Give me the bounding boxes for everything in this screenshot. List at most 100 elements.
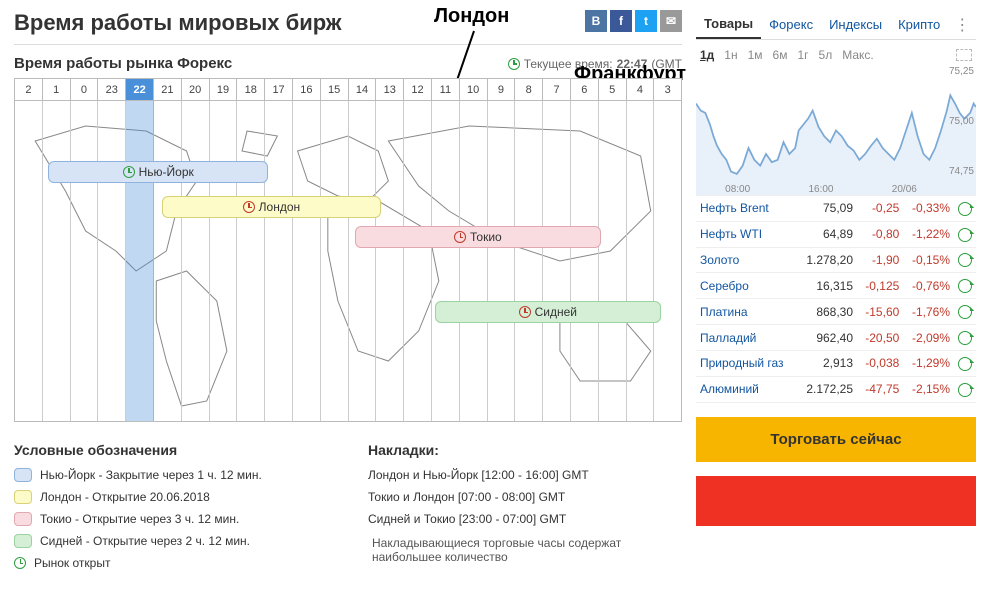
market-row[interactable]: Палладий962,40-20,50-2,09% (696, 325, 976, 351)
overlay-item: Сидней и Токио [23:00 - 07:00] GMT (368, 512, 682, 526)
tab-Крипто[interactable]: Крипто (890, 11, 948, 38)
hour-cell[interactable]: 1 (43, 79, 71, 100)
overlays-note: Накладывающиеся торговые часы содержат н… (368, 536, 682, 564)
refresh-icon (958, 228, 972, 242)
hour-cell[interactable]: 19 (210, 79, 238, 100)
hour-cell[interactable]: 16 (293, 79, 321, 100)
clock-icon (123, 166, 135, 178)
market-row[interactable]: Золото1.278,20-1,90-0,15% (696, 247, 976, 273)
overlays: Накладки: Лондон и Нью-Йорк [12:00 - 16:… (368, 442, 682, 578)
market-row[interactable]: Природный газ2,913-0,038-1,29% (696, 350, 976, 376)
overlay-item: Токио и Лондон [07:00 - 08:00] GMT (368, 490, 682, 504)
promo-banner[interactable] (696, 476, 976, 526)
clock-icon (454, 231, 466, 243)
refresh-icon (958, 279, 972, 293)
timeframe-1д[interactable]: 1д (700, 48, 714, 62)
session-bar-sydney[interactable]: Сидней (435, 301, 661, 323)
share-vk-icon[interactable]: B (585, 10, 607, 32)
hour-cell[interactable]: 13 (376, 79, 404, 100)
legend-item: Нью-Йорк - Закрытие через 1 ч. 12 мин. (14, 468, 328, 482)
hour-cell[interactable]: 22 (126, 79, 154, 100)
page-header: Время работы мировых бирж Лондон Франкфу… (14, 10, 682, 45)
timeframe-1м[interactable]: 1м (748, 48, 763, 62)
mini-chart[interactable]: 75,2575,0074,75 08:0016:0020/06 (696, 66, 976, 196)
timeframe-1г[interactable]: 1г (797, 48, 808, 62)
map-body: Нью-Йорк Лондон Токио Сидней (15, 101, 681, 421)
trade-now-button[interactable]: Торговать сейчас (696, 417, 976, 462)
timeframe-row: 1д 1н 1м 6м 1г 5л Макс. (696, 40, 976, 66)
legend-open: Рынок открыт (14, 556, 328, 570)
market-row[interactable]: Алюминий2.172,25-47,75-2,15% (696, 376, 976, 402)
legend-title: Условные обозначения (14, 442, 328, 458)
timeframe-1н[interactable]: 1н (724, 48, 737, 62)
annotation-london: Лондон (434, 5, 509, 28)
hour-cell[interactable]: 17 (265, 79, 293, 100)
share-twitter-icon[interactable]: t (635, 10, 657, 32)
hour-cell[interactable]: 14 (349, 79, 377, 100)
clock-icon (519, 306, 531, 318)
expand-chart-icon[interactable] (956, 49, 972, 61)
refresh-icon (958, 253, 972, 267)
hour-cell[interactable]: 18 (237, 79, 265, 100)
hour-cell[interactable]: 9 (488, 79, 516, 100)
hour-cell[interactable]: 11 (432, 79, 460, 100)
overlay-item: Лондон и Нью-Йорк [12:00 - 16:00] GMT (368, 468, 682, 482)
clock-icon (14, 557, 26, 569)
hour-cell[interactable]: 5 (599, 79, 627, 100)
clock-icon (508, 58, 520, 70)
session-bar-ny[interactable]: Нью-Йорк (48, 161, 268, 183)
timeframe-6м[interactable]: 6м (773, 48, 788, 62)
current-hour-highlight (126, 101, 154, 421)
market-row[interactable]: Нефть Brent75,09-0,25-0,33% (696, 196, 976, 221)
market-row[interactable]: Серебро16,315-0,125-0,76% (696, 273, 976, 299)
page-title: Время работы мировых бирж (14, 10, 342, 36)
session-bar-tokyo[interactable]: Токио (355, 226, 601, 248)
hour-cell[interactable]: 4 (627, 79, 655, 100)
social-share: B f t ✉ (585, 10, 682, 32)
share-email-icon[interactable]: ✉ (660, 10, 682, 32)
refresh-icon (958, 383, 972, 397)
hour-cell[interactable]: 6 (571, 79, 599, 100)
legend-item: Сидней - Открытие через 2 ч. 12 мин. (14, 534, 328, 548)
clock-icon (243, 201, 255, 213)
hour-cell[interactable]: 21 (154, 79, 182, 100)
refresh-icon (958, 331, 972, 345)
overlays-title: Накладки: (368, 442, 682, 458)
hour-cell[interactable]: 10 (460, 79, 488, 100)
subtitle: Время работы рынка Форекс (14, 55, 232, 72)
timeframe-Макс.[interactable]: Макс. (842, 48, 874, 62)
forex-map: 21023222120191817161514131211109876543 (14, 78, 682, 422)
legend-item: Лондон - Открытие 20.06.2018 (14, 490, 328, 504)
hour-cell[interactable]: 2 (15, 79, 43, 100)
legend-swatch (14, 534, 32, 548)
hour-cell[interactable]: 8 (515, 79, 543, 100)
tab-Индексы[interactable]: Индексы (821, 11, 890, 38)
legend-swatch (14, 490, 32, 504)
tab-more-icon[interactable]: ⋮ (948, 11, 976, 39)
legend-swatch (14, 512, 32, 526)
session-bar-london[interactable]: Лондон (162, 196, 382, 218)
hour-cell[interactable]: 20 (182, 79, 210, 100)
refresh-icon (958, 202, 972, 216)
tab-Форекс[interactable]: Форекс (761, 11, 821, 38)
refresh-icon (958, 357, 972, 371)
refresh-icon (958, 305, 972, 319)
hour-cell[interactable]: 15 (321, 79, 349, 100)
hours-ruler: 21023222120191817161514131211109876543 (15, 79, 681, 101)
legend-item: Токио - Открытие через 3 ч. 12 мин. (14, 512, 328, 526)
market-row[interactable]: Платина868,30-15,60-1,76% (696, 299, 976, 325)
legend-swatch (14, 468, 32, 482)
market-panel: ТоварыФорексИндексыКрипто⋮ 1д 1н 1м 6м 1г 5л М… (696, 10, 976, 578)
tab-Товары[interactable]: Товары (696, 10, 761, 39)
timeframe-5л[interactable]: 5л (819, 48, 833, 62)
share-facebook-icon[interactable]: f (610, 10, 632, 32)
hour-cell[interactable]: 12 (404, 79, 432, 100)
market-row[interactable]: Нефть WTI64,89-0,80-1,22% (696, 221, 976, 247)
legend: Условные обозначения Нью-Йорк - Закрытие… (14, 442, 328, 578)
hour-cell[interactable]: 7 (543, 79, 571, 100)
market-table: Нефть Brent75,09-0,25-0,33%Нефть WTI64,8… (696, 196, 976, 403)
hour-cell[interactable]: 3 (654, 79, 681, 100)
hour-cell[interactable]: 0 (71, 79, 99, 100)
hour-cell[interactable]: 23 (98, 79, 126, 100)
panel-tabs: ТоварыФорексИндексыКрипто⋮ (696, 10, 976, 40)
